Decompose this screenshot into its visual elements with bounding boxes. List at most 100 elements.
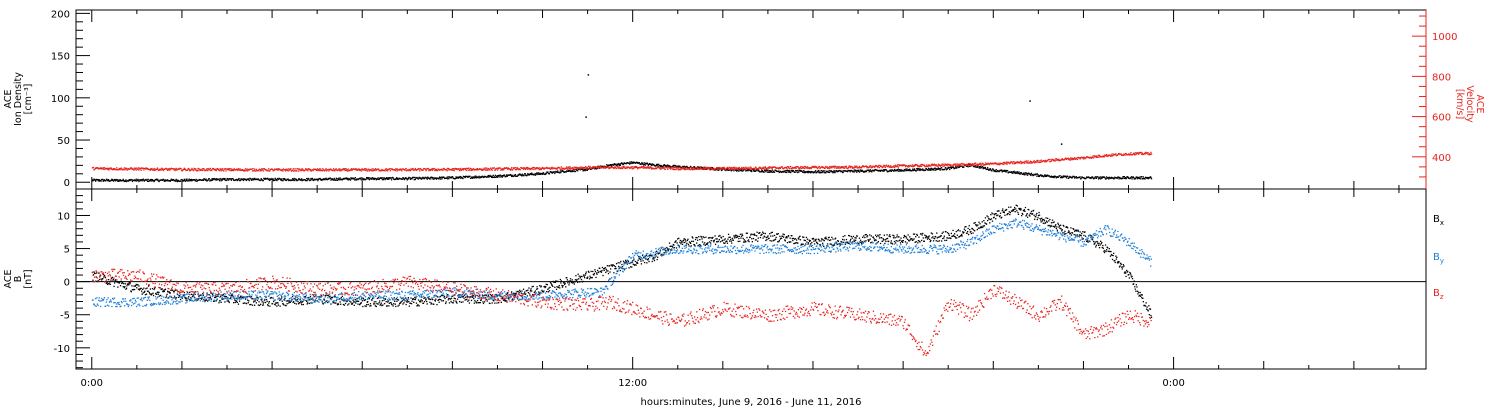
bx-series-point [125,283,126,284]
bx-series-point [528,287,529,288]
velocity-series-point [624,166,625,167]
velocity-series-point [191,168,192,169]
bx-series-point [486,295,487,296]
velocity-series-point [492,169,493,170]
bx-series-point [378,297,379,298]
velocity-series-point [664,167,665,168]
bx-series-point [382,300,383,301]
velocity-series-point [616,168,617,169]
density-series-point [1066,177,1067,178]
bx-series-point [562,287,563,288]
velocity-series-point [1111,153,1112,154]
density-series-point [1140,178,1141,179]
bx-series-point [158,292,159,293]
velocity-series-point [1028,160,1029,161]
bx-series-point [195,291,196,292]
bx-series-point [150,288,151,289]
bx-series-point [530,288,531,289]
bx-series-point [477,300,478,301]
bx-series-point [188,296,189,297]
velocity-series-point [197,170,198,171]
density-series-point [949,169,950,170]
velocity-series-point [1151,153,1152,154]
bx-series-point [263,303,264,304]
bx-series-point [386,301,387,302]
bx-series-point [393,303,394,304]
density-series-point [1131,178,1132,179]
bx-series-point [377,304,378,305]
bx-series-point [237,302,238,303]
velocity-series-point [1070,157,1071,158]
bx-series-point [461,302,462,303]
velocity-series-point [693,167,694,168]
velocity-series-point [239,168,240,169]
bx-series-point [404,300,405,301]
velocity-series-point [1148,152,1149,153]
density-series-point [310,180,311,181]
bx-series-point [292,296,293,297]
bx-series-point [149,292,150,293]
bx-series-point [106,282,107,283]
bx-series-point [439,302,440,303]
bx-series-point [567,282,568,283]
velocity-series-point [447,170,448,171]
density-series-point [184,179,185,180]
velocity-series-point [298,171,299,172]
density-series-point [1081,178,1082,179]
velocity-series-point [532,169,533,170]
velocity-series-point [671,167,672,168]
bx-series-point [430,299,431,300]
density-series-point [941,167,942,168]
bx-series-point [189,292,190,293]
density-series-point [1018,171,1019,172]
velocity-series-point [219,170,220,171]
bx-series-point [126,288,127,289]
velocity-series-point [898,167,899,168]
bx-series-point [114,282,115,283]
density-series-point [502,176,503,177]
bx-series-point [429,302,430,303]
bx-series-point [440,299,441,300]
velocity-series-point [973,164,974,165]
bx-series-point [534,292,535,293]
bx-series-point [406,304,407,305]
density-series-point [440,179,441,180]
bx-series-point [385,299,386,300]
velocity-series-point [943,164,944,165]
density-series-point [842,170,843,171]
bx-series-point [395,304,396,305]
bx-series-point [492,302,493,303]
velocity-series-point [422,170,423,171]
velocity-series-point [1142,153,1143,154]
bx-series-point [131,285,132,286]
bx-series-point [113,279,114,280]
bx-series-point [136,287,137,288]
bx-series-point [391,304,392,305]
bx-series-point [170,292,171,293]
bx-series-point [415,299,416,300]
density-series-point [226,180,227,181]
density-series-point [758,169,759,170]
velocity-series-point [198,170,199,171]
density-series-point [515,174,516,175]
density-series-point [250,178,251,179]
density-series-point [224,178,225,179]
bx-series-point [194,292,195,293]
velocity-series-point [489,169,490,170]
bx-series-point [344,305,345,306]
density-series-point [391,179,392,180]
velocity-series-point [1041,160,1042,161]
velocity-series-point [955,163,956,164]
density-series-point [294,180,295,181]
bx-series-point [285,305,286,306]
velocity-series-point [870,165,871,166]
velocity-series-point [151,168,152,169]
velocity-series-point [322,168,323,169]
bx-series-point [142,294,143,295]
velocity-series-point [957,163,958,164]
velocity-series-point [1080,158,1081,159]
bx-series-point [554,287,555,288]
density-series-point [546,173,547,174]
bx-series-point [501,302,502,303]
